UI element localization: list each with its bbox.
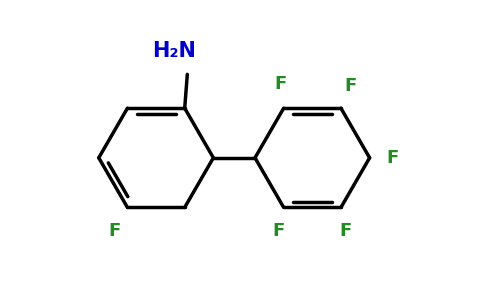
Text: F: F: [345, 77, 357, 95]
Text: F: F: [108, 222, 120, 240]
Text: F: F: [340, 222, 352, 240]
Text: H₂N: H₂N: [152, 41, 196, 61]
Text: F: F: [272, 222, 285, 240]
Text: F: F: [274, 75, 287, 93]
Text: F: F: [386, 149, 398, 167]
